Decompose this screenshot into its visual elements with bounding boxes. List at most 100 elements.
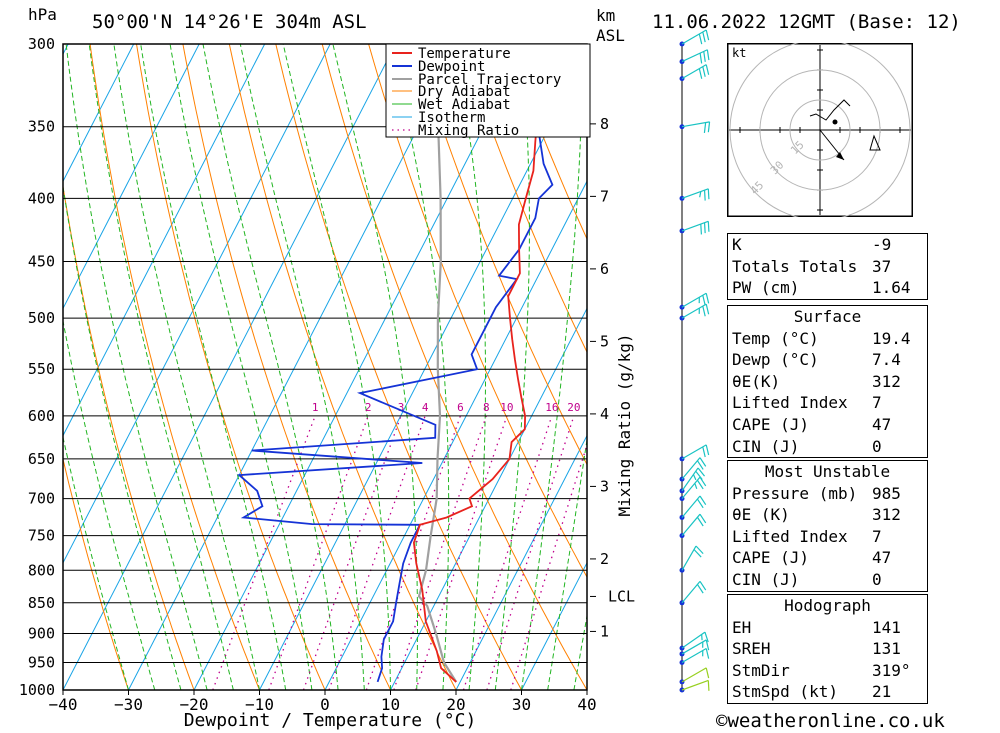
pressure-tick-label: 950	[28, 653, 55, 671]
km-tick-label: 4	[600, 405, 609, 423]
x-tick-label: 0	[320, 695, 330, 714]
wind-barb-flag	[705, 639, 710, 651]
mixing-ratio-label: 10	[500, 401, 513, 414]
wind-barb-flag	[699, 53, 703, 64]
wind-barb	[681, 467, 699, 492]
dewpoint-profile	[236, 44, 574, 683]
km-tick-label: 7	[600, 187, 609, 205]
copyright-link[interactable]: ©weatheronline.co.uk	[716, 710, 945, 732]
legend: Temperature Dewpoint Parcel Trajectory D…	[385, 43, 591, 139]
dry-adiabat-line	[182, 44, 391, 690]
wind-barb	[681, 545, 697, 571]
mixing-ratio-label: 2	[365, 401, 372, 414]
wind-barb	[681, 292, 707, 308]
table-row: Dewp (°C) 7.4	[732, 350, 901, 370]
legend-label: Dewpoint	[418, 59, 485, 75]
pressure-tick-label: 900	[28, 624, 55, 642]
wind-barb-flag	[696, 479, 704, 490]
section-title: Hodograph	[784, 596, 871, 615]
wet-adiabat-line	[88, 44, 234, 690]
wind-barb-flag	[699, 513, 707, 524]
wet-adiabat-line	[573, 613, 587, 690]
datetime-title: 11.06.2022 12GMT (Base: 12)	[652, 11, 961, 33]
hodograph-trace	[809, 99, 851, 121]
legend-label: Dry Adiabat	[418, 84, 511, 100]
x-tick-label: 20	[446, 695, 465, 714]
isotherm-line	[63, 44, 397, 690]
stability-indices-table: K -9 Totals Totals 37 PW (cm) 1.64	[727, 233, 928, 300]
wind-barb	[681, 667, 707, 683]
legend-label: Parcel Trajectory	[418, 72, 561, 88]
hodograph-unit: kt	[732, 46, 746, 60]
isotherm-line	[653, 44, 721, 690]
dry-adiabat-line	[63, 457, 129, 690]
wind-barb-flag	[702, 66, 706, 77]
wet-adiabat-line	[140, 44, 287, 690]
km-tick-label: 3	[600, 477, 609, 495]
legend-label: Mixing Ratio	[418, 123, 519, 139]
mixing-ratio-label: 6	[457, 401, 464, 414]
table-row: CAPE (J) 47	[732, 548, 892, 568]
wind-barb-flag	[706, 49, 710, 61]
dry-adiabat-line	[414, 44, 587, 466]
wet-adiabat-line	[63, 184, 182, 690]
wind-barb-flag	[699, 457, 707, 467]
km-tick-label: 6	[600, 260, 609, 278]
wind-barb-flag	[705, 667, 710, 679]
surface-table: Surface Temp (°C) 19.4 Dewp (°C) 7.4 θE(K)…	[727, 305, 928, 459]
table-row: Totals Totals 37	[732, 256, 892, 276]
pressure-tick-label: 1000	[19, 681, 55, 699]
isotherm-line	[259, 52, 587, 690]
wind-barb-flag	[703, 222, 706, 234]
wet-adiabat-line	[63, 435, 129, 690]
table-row: θE(K) 312	[732, 371, 901, 391]
wind-barb-flag	[698, 33, 703, 45]
mixing-ratio-label: 4	[422, 401, 429, 414]
table-row: SREH 131	[732, 639, 901, 659]
wind-barb	[681, 220, 709, 232]
wind-barb-flag	[696, 460, 704, 470]
wet-adiabat-line	[494, 44, 530, 690]
dry-adiabat-line	[63, 183, 195, 690]
km-tick-label: 2	[600, 550, 609, 568]
wind-barb	[681, 49, 708, 63]
wind-barb-flag	[696, 584, 704, 594]
table-row: CIN (J) 0	[732, 569, 882, 589]
table-row: Lifted Index 7	[732, 393, 882, 413]
wind-barb-flag	[705, 64, 710, 75]
km-tick-label: 1	[600, 622, 609, 640]
km-tick-label: 8	[600, 115, 609, 133]
legend-label: Isotherm	[418, 110, 485, 126]
table-row: EH 141	[732, 617, 901, 637]
x-tick-label: −40	[49, 695, 78, 714]
wind-dot	[679, 59, 685, 65]
wind-barb	[681, 457, 701, 480]
mixing-ratio-line	[365, 415, 462, 690]
pressure-tick-label: 600	[28, 407, 55, 425]
wind-barb-flag	[705, 303, 710, 315]
pressure-tick-label: 650	[28, 450, 55, 468]
wind-barb-flag	[699, 191, 702, 198]
x-tick-label: 10	[381, 695, 400, 714]
hodograph-table: Hodograph EH 141 SREH 131 StmDir 319° StmSp…	[727, 594, 928, 704]
x-tick-label: 30	[512, 695, 531, 714]
asl-label: ASL	[596, 26, 625, 45]
wind-barb-flag	[705, 648, 710, 659]
wind-barb	[681, 64, 707, 80]
table-row: CIN (J) 0	[732, 436, 882, 456]
wind-barb-flag	[695, 470, 703, 480]
wind-barb-flag	[692, 474, 697, 481]
wind-barb	[681, 513, 701, 537]
wind-dot	[679, 124, 685, 130]
x-tick-label: −20	[180, 695, 209, 714]
wind-barb-flag	[703, 51, 706, 62]
wind-barb-flag	[707, 680, 710, 691]
storm-motion-arrowhead	[869, 134, 881, 151]
plot-frame	[62, 43, 588, 691]
mixing-ratio-line	[486, 415, 575, 690]
table-row: K -9	[732, 235, 892, 254]
table-row: StmSpd (kt) 21	[732, 682, 892, 702]
wind-barb-flag	[705, 29, 710, 41]
wind-barb-flag	[705, 444, 710, 456]
dry-adiabat-line	[694, 44, 721, 690]
